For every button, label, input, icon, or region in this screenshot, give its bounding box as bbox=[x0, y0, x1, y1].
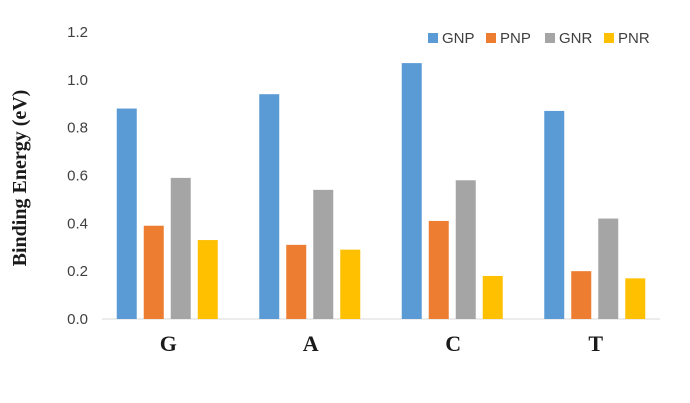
bar-gnr-a bbox=[313, 189, 334, 319]
legend-label-pnp: PNP bbox=[500, 30, 531, 47]
legend-swatch-pnp bbox=[486, 33, 496, 43]
x-tick-label: A bbox=[303, 331, 319, 356]
bar-pnr-g bbox=[197, 240, 218, 319]
bar-gnr-c bbox=[455, 180, 476, 319]
bar-gnp-a bbox=[259, 94, 280, 319]
legend-swatch-gnr bbox=[545, 33, 555, 43]
legend-label-gnp: GNP bbox=[442, 30, 475, 47]
x-tick-label: C bbox=[445, 331, 461, 356]
legend-swatch-pnr bbox=[604, 33, 614, 43]
y-tick-label: 0.0 bbox=[67, 311, 88, 328]
y-axis-title: Binding Energy (eV) bbox=[9, 90, 31, 267]
legend-swatch-gnp bbox=[428, 33, 438, 43]
bar-pnp-g bbox=[143, 225, 164, 319]
axis-layer: 0.0 0.2 0.4 0.6 0.8 1.0 1.2 G A C T bbox=[67, 24, 660, 356]
bar-gnr-t bbox=[598, 218, 619, 319]
x-tick-label: T bbox=[588, 331, 603, 356]
bar-gnp-g bbox=[116, 108, 137, 320]
y-tick-label: 0.4 bbox=[67, 215, 88, 232]
bar-pnr-a bbox=[340, 249, 361, 319]
legend-label-pnr: PNR bbox=[618, 30, 650, 47]
legend: GNP PNP GNR PNR bbox=[428, 30, 650, 47]
y-tick-label: 1.2 bbox=[67, 24, 88, 41]
y-tick-label: 0.6 bbox=[67, 168, 88, 185]
bar-pnp-c bbox=[428, 220, 449, 319]
y-tick-label: 0.8 bbox=[67, 120, 88, 137]
y-tick-label: 0.2 bbox=[67, 263, 88, 280]
bar-pnp-t bbox=[571, 271, 592, 319]
bar-pnr-t bbox=[625, 278, 646, 319]
bar-pnr-c bbox=[482, 275, 503, 319]
bar-pnp-a bbox=[286, 244, 307, 319]
bar-gnr-g bbox=[170, 177, 191, 319]
y-tick-label: 1.0 bbox=[67, 72, 88, 89]
bar-gnp-c bbox=[401, 63, 422, 319]
x-tick-label: G bbox=[160, 331, 177, 356]
bar-gnp-t bbox=[544, 110, 565, 319]
legend-label-gnr: GNR bbox=[559, 30, 593, 47]
bars-layer bbox=[116, 63, 646, 320]
